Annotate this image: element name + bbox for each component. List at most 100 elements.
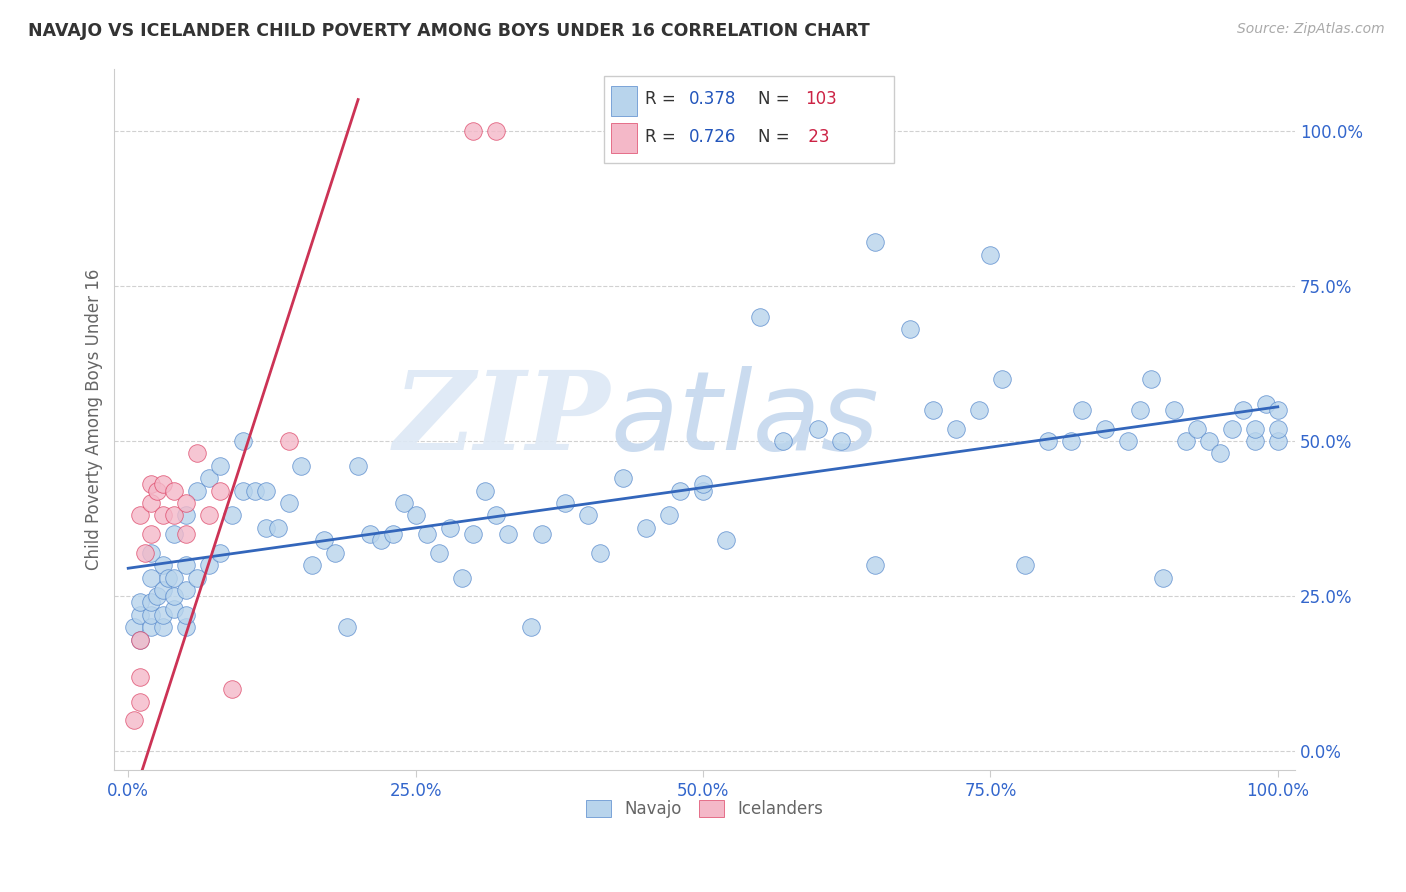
Text: N =: N =	[758, 128, 794, 145]
Point	[197, 558, 219, 573]
Point	[141, 595, 163, 609]
Point	[1129, 403, 1152, 417]
Point	[243, 483, 266, 498]
Point	[186, 483, 208, 498]
Point	[197, 508, 219, 523]
Point	[278, 434, 301, 448]
Point	[266, 521, 288, 535]
Point	[174, 558, 197, 573]
Point	[134, 546, 156, 560]
Point	[152, 558, 174, 573]
Text: 0.726: 0.726	[689, 128, 737, 145]
Point	[830, 434, 852, 448]
Point	[174, 607, 197, 622]
Point	[427, 546, 450, 560]
Point	[128, 670, 150, 684]
Point	[301, 558, 323, 573]
Point	[519, 620, 541, 634]
Point	[692, 483, 714, 498]
Point	[174, 620, 197, 634]
Point	[1174, 434, 1197, 448]
Point	[209, 458, 232, 473]
Text: 23: 23	[803, 128, 830, 145]
Point	[922, 403, 945, 417]
Point	[1267, 403, 1289, 417]
Point	[392, 496, 415, 510]
Point	[370, 533, 392, 548]
Point	[1187, 421, 1209, 435]
Point	[1163, 403, 1185, 417]
Point	[163, 508, 186, 523]
Y-axis label: Child Poverty Among Boys Under 16: Child Poverty Among Boys Under 16	[86, 268, 103, 570]
Point	[749, 310, 772, 324]
Point	[1060, 434, 1083, 448]
Legend: Navajo, Icelanders: Navajo, Icelanders	[579, 793, 830, 825]
Point	[405, 508, 427, 523]
Point	[461, 123, 484, 137]
Point	[209, 483, 232, 498]
Point	[254, 521, 277, 535]
Point	[141, 496, 163, 510]
Point	[807, 421, 830, 435]
Text: 0.378: 0.378	[689, 90, 737, 108]
Point	[450, 570, 472, 584]
Point	[474, 483, 496, 498]
Point	[323, 546, 346, 560]
Point	[485, 508, 508, 523]
Text: Source: ZipAtlas.com: Source: ZipAtlas.com	[1237, 22, 1385, 37]
Point	[122, 620, 145, 634]
Point	[634, 521, 657, 535]
Point	[865, 235, 887, 250]
Point	[531, 527, 554, 541]
Point	[152, 508, 174, 523]
Point	[967, 403, 990, 417]
Point	[141, 546, 163, 560]
Point	[163, 570, 186, 584]
Point	[141, 607, 163, 622]
Point	[1140, 372, 1163, 386]
Point	[232, 434, 254, 448]
Point	[174, 508, 197, 523]
Point	[588, 546, 610, 560]
Point	[865, 558, 887, 573]
Point	[128, 607, 150, 622]
Point	[347, 458, 370, 473]
Point	[312, 533, 335, 548]
Point	[1152, 570, 1174, 584]
Point	[1256, 397, 1278, 411]
Point	[163, 527, 186, 541]
Point	[416, 527, 439, 541]
Point	[381, 527, 404, 541]
Point	[221, 682, 243, 697]
Point	[128, 632, 150, 647]
Text: ZIP: ZIP	[394, 366, 610, 473]
Text: 103: 103	[806, 90, 837, 108]
Point	[152, 607, 174, 622]
Point	[152, 620, 174, 634]
Point	[163, 483, 186, 498]
Text: R =: R =	[644, 90, 681, 108]
Point	[1232, 403, 1254, 417]
Point	[197, 471, 219, 485]
Point	[714, 533, 737, 548]
Point	[232, 483, 254, 498]
Point	[496, 527, 519, 541]
Point	[1220, 421, 1243, 435]
Point	[221, 508, 243, 523]
Point	[1071, 403, 1094, 417]
Point	[657, 508, 679, 523]
Point	[157, 570, 180, 584]
Point	[461, 527, 484, 541]
Point	[254, 483, 277, 498]
Point	[290, 458, 312, 473]
Point	[163, 589, 186, 603]
Point	[485, 123, 508, 137]
Text: R =: R =	[644, 128, 681, 145]
Point	[772, 434, 794, 448]
Point	[1014, 558, 1036, 573]
Point	[163, 601, 186, 615]
Point	[152, 582, 174, 597]
Point	[141, 620, 163, 634]
Point	[1198, 434, 1220, 448]
Point	[576, 508, 599, 523]
